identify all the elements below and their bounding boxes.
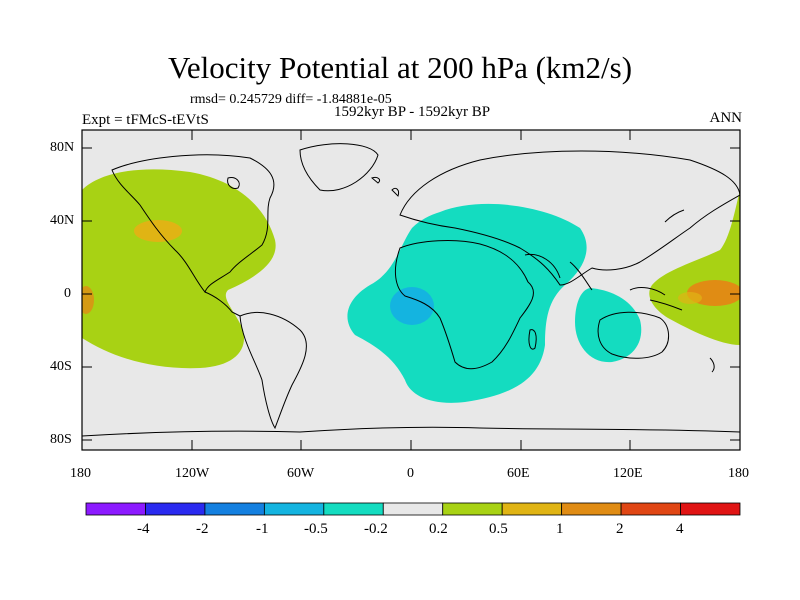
x-axis-ticks (81, 130, 741, 450)
plot-title: Velocity Potential at 200 hPa (km2/s) (167, 50, 633, 85)
colorbar-swatch (382, 502, 444, 516)
x-tick-label: 60E (507, 466, 530, 481)
colorbar-label: 1 (556, 521, 564, 537)
stats-line: rmsd= 0.245729 diff= -1.84881e-05 (190, 92, 392, 107)
x-tick-label: 0 (407, 466, 414, 481)
indian-ocean-negative-region (575, 288, 642, 363)
colorbar-swatch (204, 502, 265, 516)
y-tick-label: 40N (50, 213, 75, 228)
season-label: ANN (709, 110, 743, 126)
north-pacific-positive-region (82, 169, 276, 369)
colorbar-swatch (561, 502, 622, 516)
y-tick-label: 80N (50, 140, 75, 155)
colorbar-swatch (85, 502, 146, 516)
colorbar (85, 502, 741, 516)
colorbar-swatch (680, 502, 741, 516)
y-axis-ticks (82, 147, 740, 441)
x-tick-label: 120W (175, 466, 210, 481)
west-africa-negative-core (390, 287, 434, 325)
colorbar-label: -0.5 (304, 521, 328, 537)
x-tick-label: 120E (613, 466, 643, 481)
africa-atlantic-negative-region (347, 203, 587, 403)
y-tick-label: 80S (50, 432, 72, 447)
colorbar-label: 0.2 (429, 521, 448, 537)
colorbar-swatch (442, 502, 503, 516)
x-tick-label: 180 (728, 466, 749, 481)
colorbar-label: 0.5 (489, 521, 508, 537)
colorbar-label: 4 (676, 521, 684, 537)
x-tick-label: 60W (287, 466, 315, 481)
y-tick-label: 40S (50, 359, 72, 374)
coastlines (82, 143, 740, 437)
colorbar-label: -0.2 (364, 521, 388, 537)
colorbar-label: -1 (256, 521, 269, 537)
experiment-label: Expt = tFMcS-tEVtS (82, 112, 209, 128)
west-pacific-inner-core (678, 292, 702, 304)
colorbar-swatch (145, 502, 206, 516)
colorbar-swatch (323, 502, 384, 516)
central-pacific-positive-core (82, 286, 94, 314)
colorbar-label: -4 (137, 521, 150, 537)
x-tick-label: 180 (70, 466, 91, 481)
colorbar-label: 2 (616, 521, 624, 537)
colorbar-swatch (620, 502, 681, 516)
colorbar-label: -2 (196, 521, 209, 537)
period-subtitle: 1592kyr BP - 1592kyr BP (333, 104, 491, 120)
y-tick-label: 0 (64, 286, 71, 301)
colorbar-swatch (263, 502, 325, 516)
colorbar-swatch (501, 502, 563, 516)
